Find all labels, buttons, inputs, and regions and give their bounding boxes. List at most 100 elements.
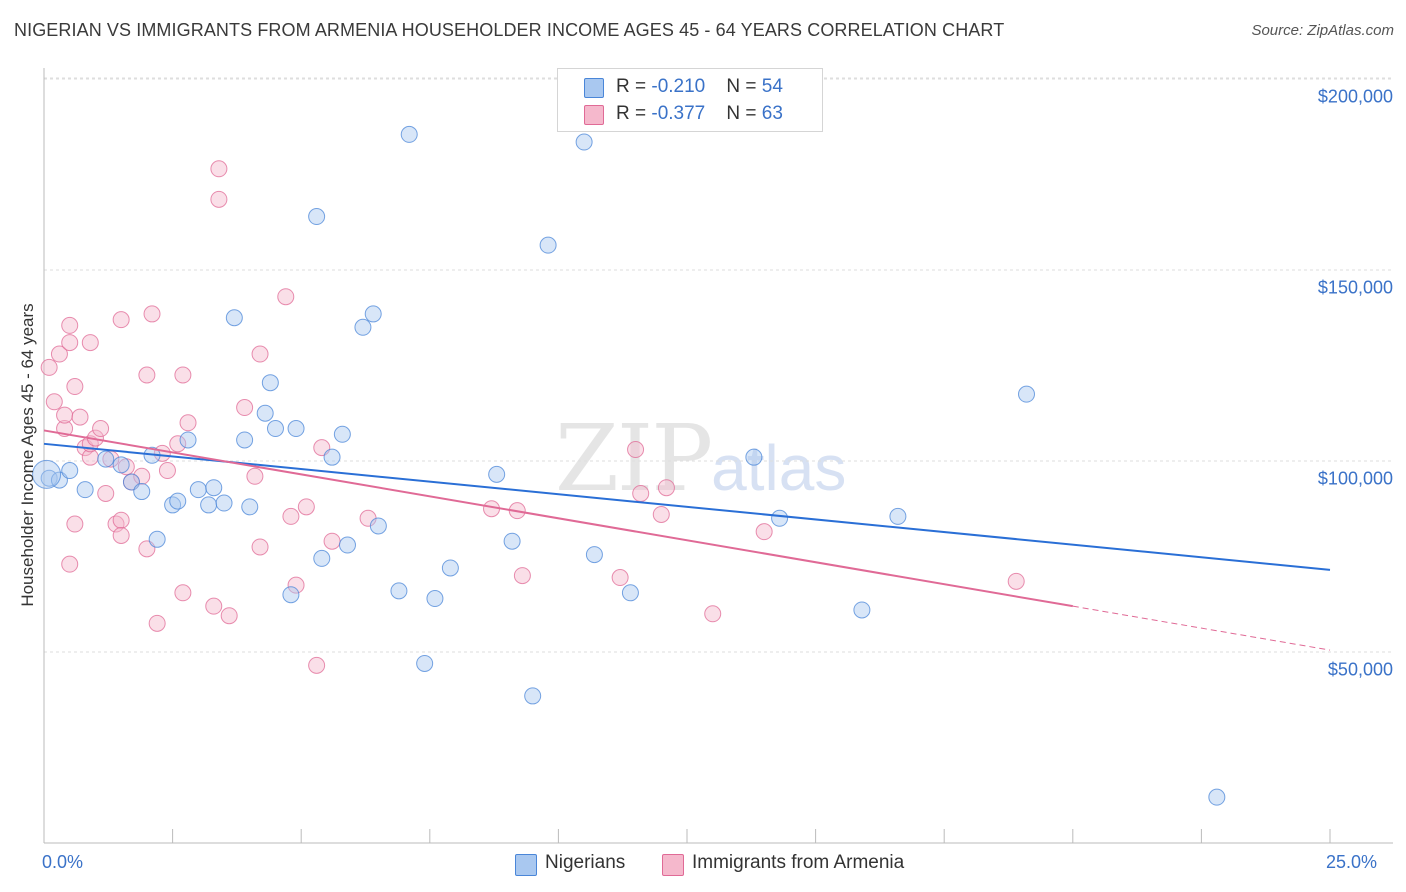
point-armenia	[251, 538, 269, 556]
point-cluster	[32, 459, 62, 489]
r-label: R =	[616, 76, 652, 97]
point-armenia	[627, 441, 645, 459]
point-nigerians	[40, 469, 58, 487]
point-nigerians	[426, 590, 444, 608]
point-nigerians	[889, 507, 907, 525]
chart-title: NIGERIAN VS IMMIGRANTS FROM ARMENIA HOUS…	[14, 20, 1005, 40]
point-armenia	[611, 569, 629, 587]
point-armenia	[61, 555, 79, 573]
point-armenia	[652, 505, 670, 523]
point-nigerians	[256, 404, 274, 422]
point-armenia	[179, 414, 197, 432]
point-armenia	[40, 358, 58, 376]
point-nigerians	[1208, 788, 1226, 806]
point-armenia	[210, 190, 228, 208]
point-armenia	[81, 334, 99, 352]
point-armenia	[308, 656, 326, 674]
point-nigerians	[225, 309, 243, 327]
point-nigerians	[133, 483, 151, 501]
legend-stats-armenia: R = -0.377 N = 63	[616, 103, 783, 125]
legend-swatch-armenia	[584, 105, 604, 125]
point-nigerians	[503, 532, 521, 550]
y-tick-label-50000: $50,000	[1327, 659, 1393, 680]
x-tick-label-min: 0.0%	[42, 852, 84, 872]
point-nigerians	[441, 559, 459, 577]
point-armenia	[174, 366, 192, 384]
point-nigerians	[97, 450, 115, 468]
point-armenia	[210, 160, 228, 178]
trendline-nigerians	[43, 442, 1331, 571]
point-armenia	[513, 567, 531, 585]
point-armenia	[50, 345, 68, 363]
point-armenia	[133, 467, 151, 485]
point-nigerians	[313, 549, 331, 567]
point-armenia	[143, 305, 161, 323]
point-armenia	[112, 311, 130, 329]
point-armenia	[297, 498, 315, 516]
point-nigerians	[205, 479, 223, 497]
point-nigerians	[621, 584, 639, 602]
point-armenia	[97, 484, 115, 502]
point-nigerians	[112, 456, 130, 474]
r-value: -0.377	[651, 103, 706, 124]
point-armenia	[220, 607, 238, 625]
point-nigerians	[241, 498, 259, 516]
bottom-legend-swatch-nigerians	[515, 854, 537, 876]
legend-stats-nigerians: R = -0.210 N = 54	[616, 76, 783, 98]
point-armenia	[282, 507, 300, 525]
point-armenia	[704, 605, 722, 623]
r-label: R =	[616, 103, 652, 124]
point-armenia	[112, 526, 130, 544]
point-nigerians	[282, 586, 300, 604]
point-armenia	[66, 378, 84, 396]
point-armenia	[61, 316, 79, 334]
point-nigerians	[287, 420, 305, 438]
point-nigerians	[400, 125, 418, 143]
trendline-armenia	[43, 429, 1073, 608]
point-nigerians	[364, 305, 382, 323]
point-nigerians	[179, 431, 197, 449]
point-nigerians	[585, 546, 603, 564]
y-tick-label-200000: $200,000	[1317, 86, 1393, 107]
watermark: ZIPatlas	[555, 405, 846, 512]
point-armenia	[632, 484, 650, 502]
point-armenia	[169, 435, 187, 453]
point-armenia	[92, 420, 110, 438]
legend-swatch-nigerians	[584, 78, 604, 98]
point-nigerians	[853, 601, 871, 619]
point-nigerians	[266, 420, 284, 438]
point-nigerians	[771, 509, 789, 527]
point-nigerians	[200, 496, 218, 514]
point-nigerians	[76, 481, 94, 499]
point-armenia	[755, 523, 773, 541]
correlation-legend: R = -0.210 N = 54 R = -0.377 N = 63	[557, 68, 823, 132]
n-value: 63	[761, 103, 783, 124]
point-nigerians	[189, 481, 207, 499]
point-nigerians	[308, 208, 326, 226]
bottom-legend-swatch-armenia	[662, 854, 684, 876]
point-nigerians	[575, 133, 593, 151]
point-nigerians	[369, 517, 387, 535]
watermark-zip: ZIP	[555, 405, 713, 512]
point-nigerians	[488, 465, 506, 483]
trendline-armenia-extrapolated	[1072, 605, 1331, 651]
n-label: N =	[726, 76, 762, 97]
point-armenia	[236, 399, 254, 417]
point-nigerians	[169, 492, 187, 510]
point-nigerians	[215, 494, 233, 512]
point-armenia	[71, 408, 89, 426]
point-nigerians	[539, 236, 557, 254]
point-armenia	[205, 597, 223, 615]
y-axis-label: Householder Income Ages 45 - 64 years	[18, 303, 37, 607]
point-armenia	[148, 614, 166, 632]
point-armenia	[1007, 572, 1025, 590]
point-armenia	[246, 467, 264, 485]
point-armenia	[277, 288, 295, 306]
point-armenia	[158, 462, 176, 480]
point-nigerians	[323, 448, 341, 466]
y-tick-label-150000: $150,000	[1317, 277, 1393, 298]
point-nigerians	[236, 431, 254, 449]
point-armenia	[56, 406, 74, 424]
watermark-atlas: atlas	[711, 432, 847, 504]
